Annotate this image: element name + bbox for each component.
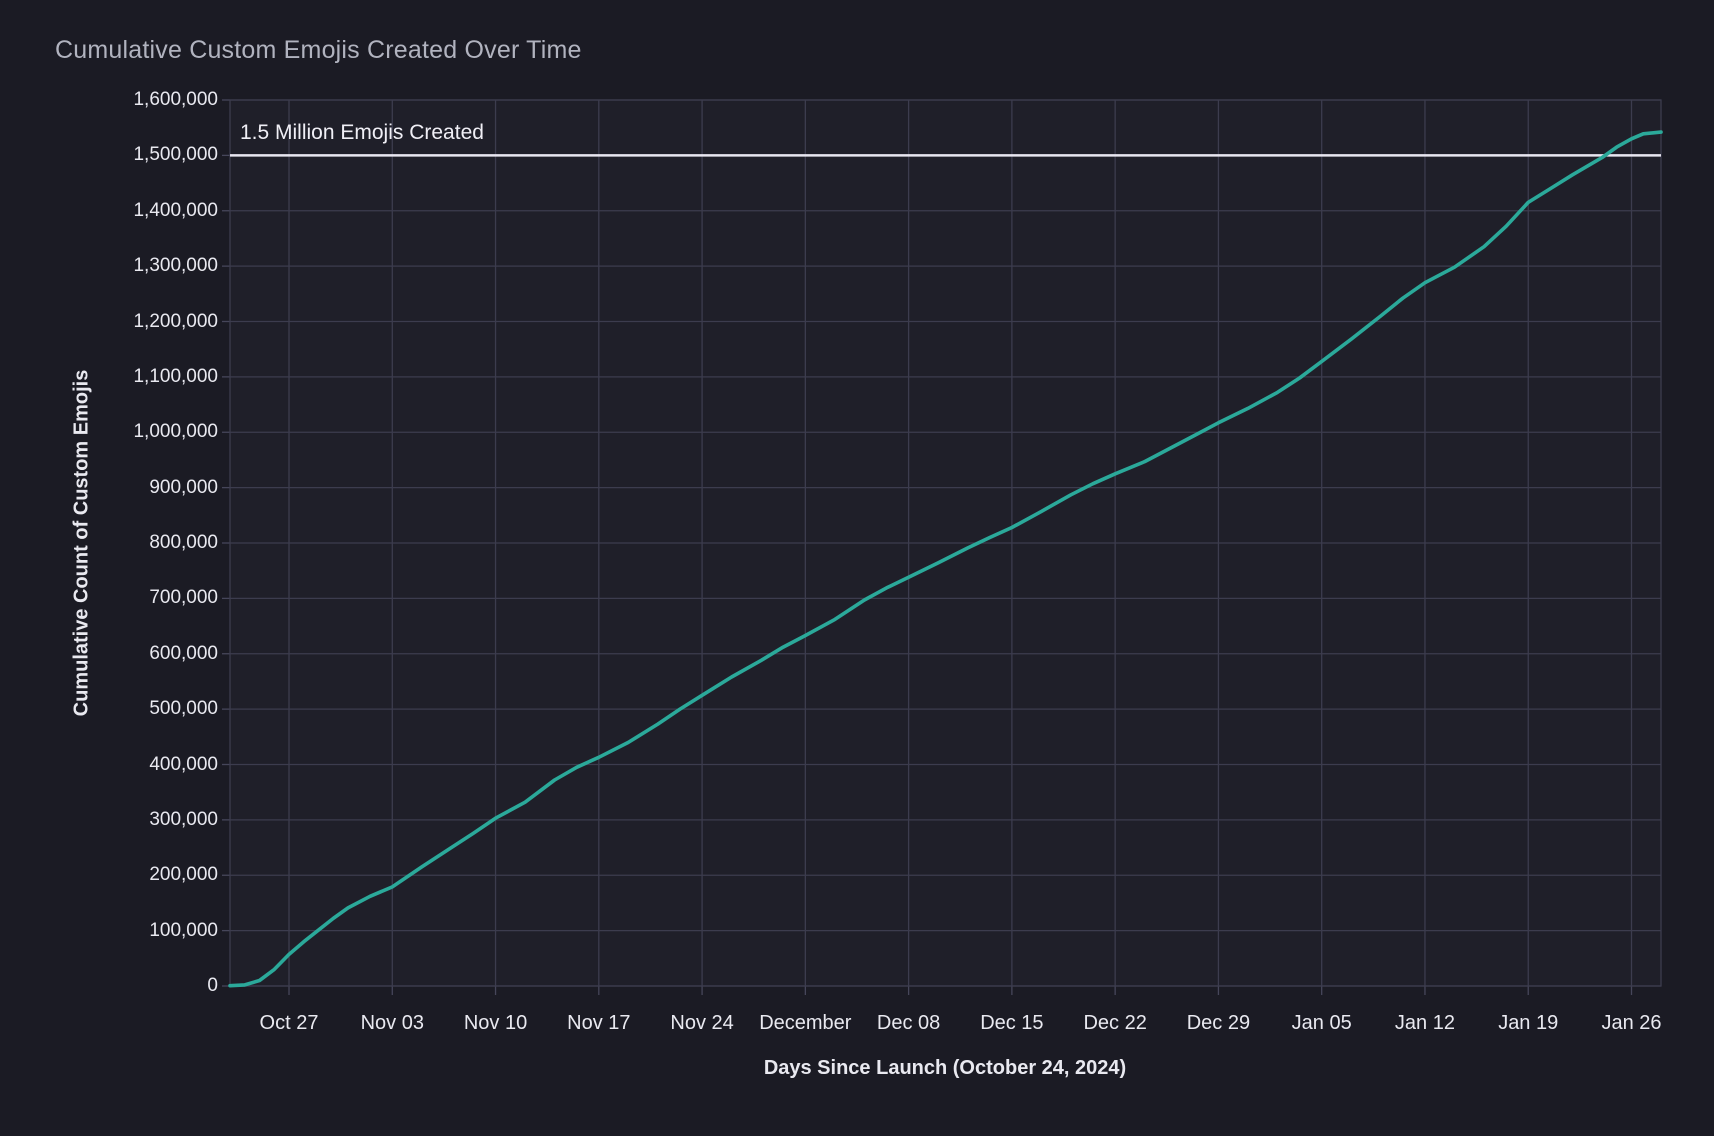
y-tick-label: 200,000 xyxy=(149,864,218,886)
x-tick-label: Nov 10 xyxy=(463,1012,528,1034)
y-tick-label: 1,600,000 xyxy=(133,89,218,110)
y-tick-label: 1,000,000 xyxy=(133,421,218,443)
y-axis-title: Cumulative Count of Custom Emojis xyxy=(70,369,93,717)
x-tick-label: Nov 03 xyxy=(360,1012,424,1034)
y-tick-label: 700,000 xyxy=(149,587,218,609)
x-tick-label: Jan 12 xyxy=(1394,1012,1455,1034)
y-tick-label: 1,500,000 xyxy=(133,144,218,166)
y-tick-label: 0 xyxy=(207,975,218,996)
x-tick-label: December xyxy=(759,1012,852,1034)
x-tick-label: Jan 05 xyxy=(1291,1012,1352,1034)
x-tick-label: Dec 22 xyxy=(1083,1012,1147,1034)
x-tick-label: Nov 24 xyxy=(670,1012,734,1034)
x-tick-label: Oct 27 xyxy=(259,1012,319,1034)
y-tick-label: 800,000 xyxy=(149,532,218,553)
y-tick-label: 900,000 xyxy=(149,476,218,498)
y-tick-label: 1,400,000 xyxy=(133,199,218,221)
y-tick-label: 1,200,000 xyxy=(133,310,218,332)
y-tick-label: 300,000 xyxy=(149,808,218,830)
x-axis-title: Days Since Launch (October 24, 2024) xyxy=(763,1057,1127,1079)
x-tick-label: Dec 15 xyxy=(980,1012,1044,1034)
x-tick-label: Jan 19 xyxy=(1498,1012,1559,1034)
y-tick-label: 400,000 xyxy=(149,753,218,775)
x-tick-label: Dec 29 xyxy=(1186,1012,1251,1034)
cumulative-emojis-line xyxy=(228,130,1663,988)
chart-title: Cumulative Custom Emojis Created Over Ti… xyxy=(55,36,582,64)
reference-line-annotation: 1.5 Million Emojis Created xyxy=(240,121,484,144)
y-tick-label: 500,000 xyxy=(149,698,218,720)
x-tick-label: Jan 26 xyxy=(1601,1012,1662,1034)
plot-border xyxy=(229,99,1662,987)
x-tick-label: Dec 08 xyxy=(876,1012,941,1034)
x-tick-label: Nov 17 xyxy=(567,1012,631,1034)
y-tick-label: 1,300,000 xyxy=(133,255,218,277)
y-tick-label: 1,100,000 xyxy=(133,365,218,387)
y-tick-label: 100,000 xyxy=(149,919,218,941)
y-tick-label: 600,000 xyxy=(149,642,218,664)
